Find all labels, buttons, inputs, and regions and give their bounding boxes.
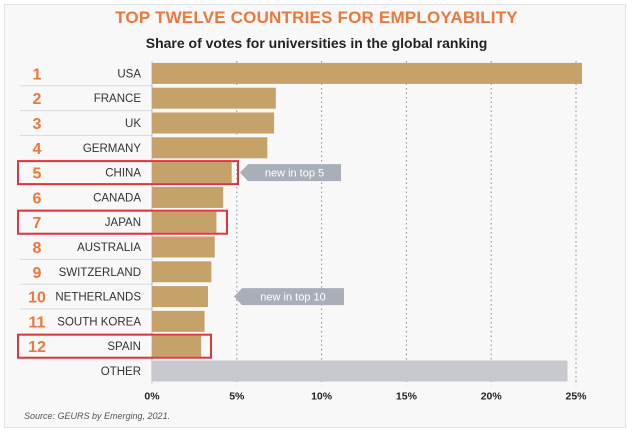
bar-uk <box>152 112 275 134</box>
rank-label: 4 <box>33 141 42 158</box>
rank-label: 5 <box>33 166 42 183</box>
bar-germany <box>152 137 268 159</box>
highlight-box <box>17 333 212 359</box>
bar-china <box>152 162 232 184</box>
bar-other <box>152 360 568 382</box>
x-tick-label: 25% <box>565 390 587 402</box>
bar-australia <box>152 236 215 258</box>
annotation-tag <box>240 164 341 182</box>
x-tick-label: 15% <box>396 390 418 402</box>
category-label: FRANCE <box>94 93 142 105</box>
category-label: SPAIN <box>107 341 141 353</box>
category-label: UK <box>125 118 141 130</box>
chart-title: TOP TWELVE COUNTRIES FOR EMPLOYABILITY <box>115 8 518 27</box>
rank-label: 10 <box>28 290 46 307</box>
highlight-box <box>17 209 228 235</box>
rank-label: 6 <box>33 190 42 207</box>
category-label: CANADA <box>93 192 141 204</box>
rank-label: 12 <box>28 339 46 356</box>
bar-usa <box>152 62 582 84</box>
chart-subtitle: Share of votes for universities in the g… <box>145 35 488 51</box>
rank-label: 7 <box>33 215 42 232</box>
rank-label: 9 <box>33 265 42 282</box>
bar-spain <box>152 335 202 357</box>
category-label: JAPAN <box>105 217 141 229</box>
category-label: SWITZERLAND <box>59 267 141 279</box>
category-label: AUSTRALIA <box>77 242 141 254</box>
category-label: NETHERLANDS <box>55 292 141 304</box>
rank-label: 3 <box>33 116 42 133</box>
category-label: USA <box>117 68 141 80</box>
bar-canada <box>152 186 224 208</box>
x-tick-label: 5% <box>229 390 245 402</box>
annotation-label: new in top 5 <box>265 168 324 180</box>
x-tick-label: 20% <box>481 390 503 402</box>
bar-south-korea <box>152 310 205 332</box>
rank-label: 1 <box>33 66 42 83</box>
bar-switzerland <box>152 261 212 283</box>
rank-label: 2 <box>33 91 42 108</box>
x-tick-label: 10% <box>311 390 333 402</box>
category-label: SOUTH KOREA <box>57 316 141 328</box>
category-label: GERMANY <box>83 143 141 155</box>
bar-france <box>152 87 276 109</box>
x-tick-label: 0% <box>144 390 160 402</box>
annotation-label: new in top 10 <box>260 292 325 304</box>
category-label: CHINA <box>105 168 141 180</box>
rank-label: 8 <box>33 240 42 257</box>
rank-label: 11 <box>29 314 46 331</box>
highlight-box <box>17 160 239 186</box>
category-label: OTHER <box>101 366 141 378</box>
bar-netherlands <box>152 286 208 308</box>
source-note: Source: GEURS by Emerging, 2021. <box>24 411 171 421</box>
annotation-tag <box>234 288 344 306</box>
bar-japan <box>152 211 217 233</box>
